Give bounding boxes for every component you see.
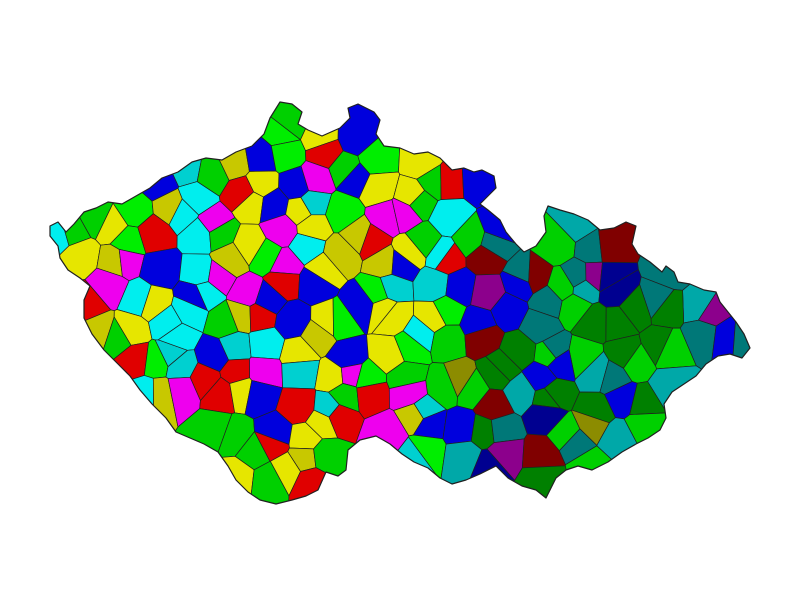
district-region (623, 412, 750, 504)
district-region (398, 102, 483, 180)
district-region (637, 102, 750, 291)
district-region (50, 103, 70, 291)
district-region (281, 359, 321, 390)
district-region (698, 205, 750, 327)
district-region (536, 102, 711, 243)
district-region (647, 365, 750, 494)
district-regions (50, 102, 750, 504)
district-region (564, 445, 686, 504)
district-region (50, 309, 115, 443)
district-region (50, 102, 114, 240)
district-region (460, 102, 589, 210)
district-region (178, 253, 213, 286)
district-region (286, 467, 379, 504)
district-region (442, 405, 476, 445)
district-region (440, 440, 483, 504)
district-region (300, 102, 340, 152)
district-region (67, 455, 255, 504)
district-region (598, 102, 716, 264)
district-region (313, 437, 371, 497)
district-region (123, 102, 207, 188)
district-region (729, 252, 750, 471)
district-region (54, 102, 180, 202)
district-region (50, 375, 155, 504)
